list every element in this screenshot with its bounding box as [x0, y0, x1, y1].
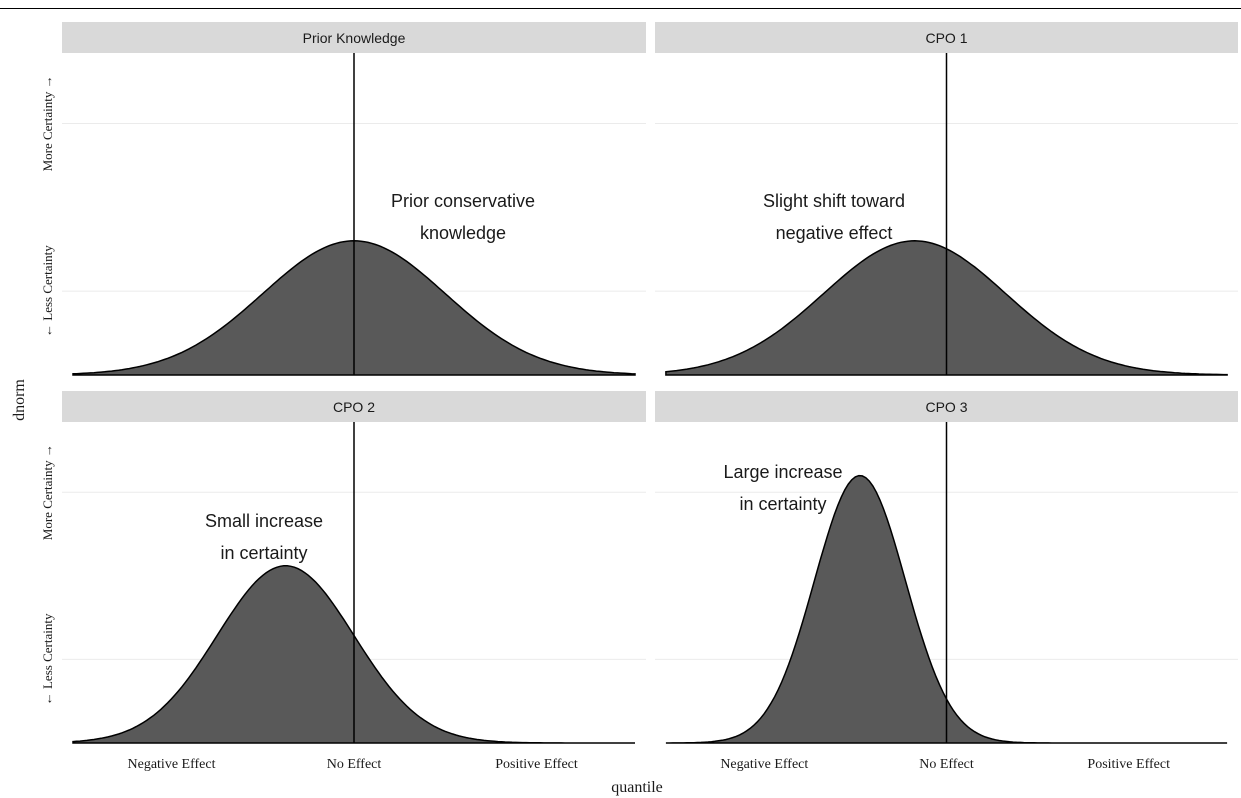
y-axis-title: dnorm: [11, 379, 28, 421]
annotation-line-1: Large increase: [723, 462, 842, 482]
y-tick-label: ← Less Certainty: [40, 245, 55, 337]
facet-title: Prior Knowledge: [303, 30, 406, 46]
annotation-line-2: in certainty: [220, 543, 307, 563]
annotation-line-2: negative effect: [776, 223, 893, 243]
facet-title: CPO 2: [333, 399, 375, 415]
annotation-line-2: knowledge: [420, 223, 506, 243]
annotation-line-1: Slight shift toward: [763, 191, 905, 211]
top-rule: [0, 8, 1241, 9]
x-tick-label: Negative Effect: [720, 757, 808, 772]
facet-strip: [655, 22, 1238, 53]
facet-title: CPO 3: [925, 399, 967, 415]
x-tick-label: Negative Effect: [128, 757, 216, 772]
annotation-line-1: Prior conservative: [391, 191, 535, 211]
facet-strip: [655, 391, 1238, 422]
facet-title: CPO 1: [925, 30, 967, 46]
x-tick-label: Positive Effect: [495, 757, 578, 772]
facet-strip: [62, 22, 646, 53]
y-tick-label: More Certainty →: [40, 75, 55, 171]
x-tick-label: Positive Effect: [1087, 757, 1170, 772]
x-tick-label: No Effect: [327, 757, 382, 772]
facet-strip: [62, 391, 646, 422]
y-tick-label: More Certainty →: [40, 444, 55, 540]
facet-panels: Prior Knowledge Prior conservative knowled…: [40, 22, 1238, 772]
x-tick-label: No Effect: [919, 757, 974, 772]
y-tick-label: ← Less Certainty: [40, 613, 55, 705]
x-axis-title: quantile: [611, 779, 663, 796]
annotation-line-1: Small increase: [205, 511, 323, 531]
density-area: [665, 474, 1228, 744]
annotation-line-2: in certainty: [739, 494, 826, 514]
